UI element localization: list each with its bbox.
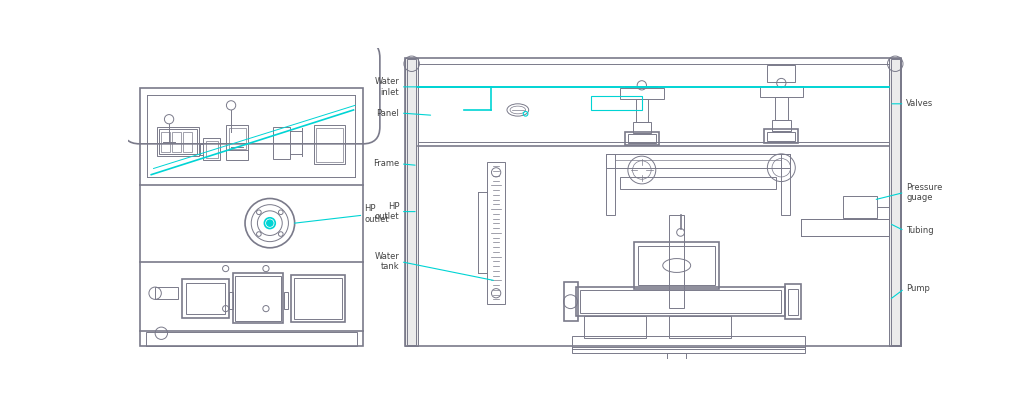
Bar: [572, 347, 805, 353]
Bar: [666, 376, 687, 384]
Bar: [314, 125, 345, 164]
Bar: [228, 293, 233, 310]
Bar: [760, 86, 803, 97]
Bar: [157, 127, 200, 156]
Bar: [625, 131, 658, 145]
Bar: [606, 154, 790, 168]
Bar: [291, 275, 345, 322]
Text: Panel: Panel: [377, 108, 399, 118]
Bar: [234, 276, 281, 321]
Bar: [139, 88, 362, 346]
Bar: [889, 58, 901, 346]
Bar: [206, 141, 218, 158]
Bar: [606, 154, 615, 216]
Bar: [159, 129, 197, 154]
Text: HP
outlet: HP outlet: [375, 202, 399, 221]
Bar: [668, 353, 686, 368]
Bar: [767, 65, 796, 82]
Bar: [584, 316, 646, 338]
Bar: [406, 58, 418, 346]
Bar: [801, 219, 889, 236]
Bar: [801, 219, 889, 236]
Bar: [183, 131, 191, 152]
Bar: [228, 128, 246, 149]
Bar: [226, 125, 248, 160]
Bar: [232, 273, 283, 323]
Text: Pressure
guage: Pressure guage: [906, 183, 942, 202]
Bar: [273, 127, 290, 159]
Bar: [406, 58, 901, 346]
Bar: [186, 283, 225, 314]
Bar: [486, 162, 506, 304]
Text: Water
tank: Water tank: [375, 252, 399, 271]
Bar: [767, 131, 796, 141]
Bar: [162, 131, 170, 152]
Bar: [563, 283, 578, 321]
Bar: [155, 287, 178, 299]
Bar: [580, 290, 781, 313]
Bar: [636, 99, 648, 122]
Text: Water
inlet: Water inlet: [375, 77, 399, 97]
Bar: [764, 129, 799, 143]
Text: HP
outlet: HP outlet: [365, 204, 389, 224]
Bar: [145, 332, 356, 346]
Bar: [669, 316, 731, 338]
Bar: [284, 293, 289, 310]
Bar: [788, 289, 798, 315]
Text: Valves: Valves: [906, 99, 933, 108]
Bar: [671, 368, 683, 377]
Text: Tubing: Tubing: [906, 226, 934, 235]
Bar: [801, 219, 889, 236]
Bar: [621, 177, 776, 189]
Bar: [182, 279, 228, 318]
Bar: [785, 284, 801, 320]
Bar: [638, 246, 716, 285]
Bar: [780, 154, 790, 216]
Bar: [633, 122, 651, 133]
Circle shape: [266, 220, 273, 226]
Bar: [843, 196, 878, 218]
Bar: [772, 120, 791, 131]
Bar: [634, 242, 719, 289]
Bar: [172, 131, 180, 152]
Bar: [628, 134, 655, 143]
Bar: [669, 216, 684, 308]
Bar: [294, 278, 342, 320]
Bar: [572, 337, 805, 349]
Text: Pump: Pump: [906, 284, 930, 293]
Bar: [407, 59, 417, 345]
Bar: [891, 59, 900, 345]
Bar: [316, 128, 343, 162]
Text: Frame: Frame: [373, 159, 399, 168]
Bar: [775, 97, 787, 120]
Bar: [592, 96, 642, 110]
Bar: [203, 139, 220, 160]
Bar: [621, 88, 664, 99]
Bar: [575, 287, 785, 316]
